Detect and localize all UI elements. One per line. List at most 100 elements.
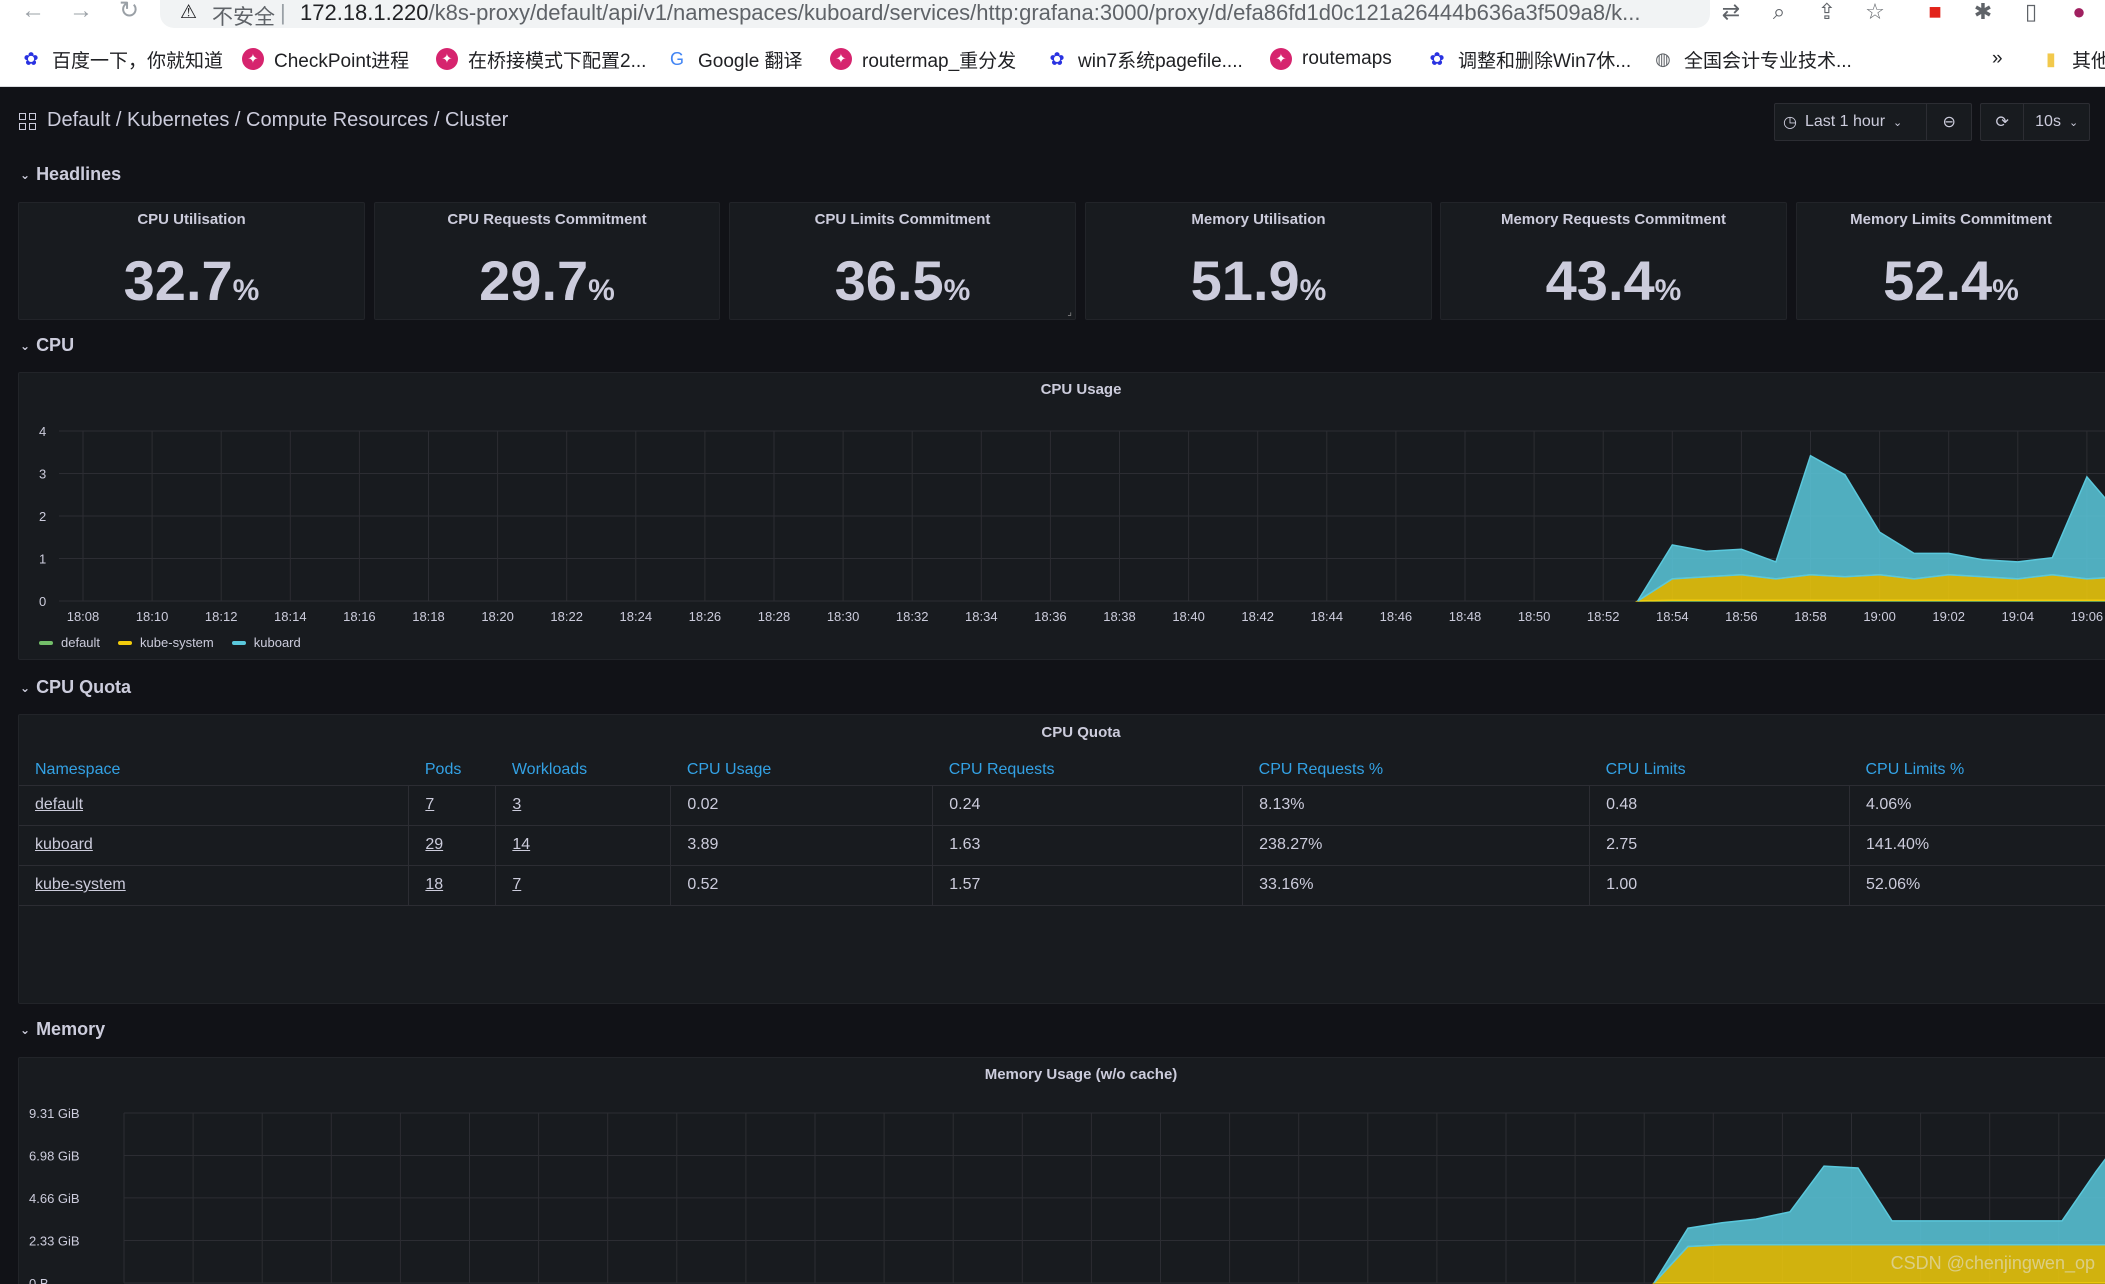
x-tick-label: 18:40 <box>1172 609 1205 624</box>
panel-title[interactable]: CPU Utilisation <box>137 211 246 228</box>
row-cpu-toggle[interactable]: ⌄ CPU <box>20 335 74 356</box>
column-header[interactable]: CPU Requests % <box>1242 755 1590 786</box>
folder-icon: ▮ <box>2046 49 2056 69</box>
warning-icon[interactable]: ⚠ <box>180 2 198 23</box>
sidepanel-icon[interactable]: ▯ <box>2024 0 2038 24</box>
stat-panel-cpu-utilisation: CPU Utilisation 32.7% <box>18 202 365 320</box>
table-cell: 0.52 <box>670 865 934 906</box>
table-row: default 7 3 0.02 0.24 8.13% 0.48 4.06% <box>19 785 2105 826</box>
extensions-icon[interactable]: ✱ <box>1973 0 1993 24</box>
share-icon[interactable]: ⇪ <box>1817 0 1837 24</box>
bookmark-label: 其他 <box>2072 50 2105 72</box>
translate-icon[interactable]: ⇄ <box>1721 0 1741 24</box>
legend-item[interactable]: default <box>39 635 100 650</box>
checkpoint-icon: ✦ <box>830 48 852 70</box>
table-cell: 1.63 <box>932 825 1244 866</box>
column-header[interactable]: Namespace <box>19 755 409 786</box>
stat-panel-memory-utilisation: Memory Utilisation 51.9% <box>1085 202 1432 320</box>
bookmark-item[interactable]: G Google 翻译 <box>666 45 803 73</box>
url-field[interactable] <box>160 0 1710 28</box>
panel-title[interactable]: CPU Requests Commitment <box>447 211 647 228</box>
workloads-link[interactable]: 7 <box>495 865 672 906</box>
stat-value: 36.5% <box>730 248 1075 313</box>
panel-title[interactable]: Memory Utilisation <box>1191 211 1326 228</box>
url-path: /k8s-proxy/default/api/v1/namespaces/kub… <box>428 0 1641 25</box>
bookmark-star-icon[interactable]: ☆ <box>1865 0 1885 24</box>
bookmark-item[interactable]: ✦ routermap_重分发 <box>830 45 1016 73</box>
bookmark-item[interactable]: ✿ win7系统pagefile.... <box>1046 45 1242 73</box>
column-header[interactable]: Workloads <box>495 755 671 786</box>
forward-icon[interactable]: → <box>69 0 93 24</box>
breadcrumb[interactable]: Default / Kubernetes / Compute Resources… <box>47 109 509 131</box>
panel-cpu-usage: CPU Usage 4 3 2 1 0 18:08 18:10 18:12 18:14 18:16… <box>18 372 2105 660</box>
column-header[interactable]: CPU Usage <box>670 755 933 786</box>
back-icon[interactable]: ← <box>21 0 45 24</box>
bookmark-item[interactable]: ✿ 调整和删除Win7休... <box>1426 45 1631 73</box>
legend-item[interactable]: kuboard <box>231 635 301 650</box>
bookmark-item[interactable]: ✦ CheckPoint进程 <box>242 45 409 73</box>
bookmarks-bar <box>0 32 2105 87</box>
table-cell: 33.16% <box>1242 865 1591 906</box>
more-bookmarks-button[interactable]: » <box>1992 45 2003 73</box>
chevron-down-icon: ⌄ <box>2068 116 2079 129</box>
bookmark-item[interactable]: ◍ 全国会计专业技术... <box>1652 45 1852 73</box>
panel-memory-usage: Memory Usage (w/o cache) 9.31 GiB 6.98 Gi… <box>18 1057 2105 1284</box>
panel-title[interactable]: CPU Usage <box>1040 381 1122 398</box>
panel-title[interactable]: Memory Requests Commitment <box>1500 211 1727 228</box>
x-tick-label: 18:20 <box>481 609 514 624</box>
column-header[interactable]: CPU Limits % <box>1849 755 2105 786</box>
x-tick-label: 18:56 <box>1725 609 1758 624</box>
table-cell: 8.13% <box>1242 785 1591 826</box>
chevron-down-icon: ⌄ <box>20 681 31 696</box>
baidu-paw-icon: ✿ <box>1429 49 1445 69</box>
avatar[interactable]: ● <box>2072 0 2086 24</box>
x-tick-label: 18:34 <box>965 609 998 624</box>
panel-title[interactable]: CPU Quota <box>1041 724 1121 741</box>
bookmark-item[interactable]: ✿ 百度一下，你就知道 <box>20 45 223 73</box>
panel-title[interactable]: CPU Limits Commitment <box>814 211 991 228</box>
baidu-paw-icon: ✿ <box>23 49 39 69</box>
refresh-interval-picker[interactable]: 10s ⌄ <box>2024 104 2089 140</box>
namespace-link[interactable]: default <box>19 785 410 826</box>
y-tick-label: 4.66 GiB <box>29 1191 80 1206</box>
time-range-picker[interactable]: ◷ Last 1 hour ⌄ <box>1775 104 1928 140</box>
bookmark-item[interactable]: ✦ 在桥接模式下配置2... <box>436 45 646 73</box>
pods-link[interactable]: 18 <box>408 865 497 906</box>
table-cell: 2.75 <box>1589 825 1850 866</box>
refresh-button[interactable]: ⟳ <box>1981 104 2025 140</box>
x-tick-label: 18:22 <box>550 609 583 624</box>
security-label[interactable]: 不安全 <box>212 6 275 29</box>
zoom-icon[interactable]: ⌕ <box>1772 0 1786 24</box>
legend-item[interactable]: kube-system <box>118 635 214 650</box>
x-tick-label: 18:16 <box>343 609 376 624</box>
panel-title[interactable]: Memory Usage (w/o cache) <box>984 1066 1178 1083</box>
workloads-link[interactable]: 3 <box>495 785 672 826</box>
bookmark-label: routemaps <box>1302 48 1392 69</box>
row-memory-toggle[interactable]: ⌄ Memory <box>20 1019 105 1040</box>
series-area-kuboard <box>1637 454 2105 602</box>
table-cell: 141.40% <box>1849 825 2105 866</box>
panel-title[interactable]: Memory Limits Commitment <box>1850 211 2052 228</box>
reload-icon[interactable]: ↻ <box>118 0 140 24</box>
stat-unit: % <box>232 274 260 307</box>
dashboards-grid-icon[interactable] <box>19 113 37 131</box>
url-text[interactable]: 172.18.1.220/k8s-proxy/default/api/v1/na… <box>300 0 1700 26</box>
column-header[interactable]: Pods <box>408 755 496 786</box>
row-cpu-quota-toggle[interactable]: ⌄ CPU Quota <box>20 677 131 698</box>
workloads-link[interactable]: 14 <box>495 825 672 866</box>
pdf-icon[interactable]: ■ <box>1928 0 1942 24</box>
y-tick-label: 6.98 GiB <box>29 1149 80 1164</box>
namespace-link[interactable]: kuboard <box>19 825 410 866</box>
zoom-out-button[interactable]: ⊖ <box>1927 104 1971 140</box>
namespace-link[interactable]: kube-system <box>19 865 410 906</box>
more-bookmarks-label: » <box>1992 48 2003 69</box>
column-header[interactable]: CPU Requests <box>932 755 1243 786</box>
row-headlines-toggle[interactable]: ⌄ Headlines <box>20 164 121 185</box>
resize-handle-icon[interactable]: ⌟ <box>1067 307 1072 318</box>
column-header[interactable]: CPU Limits <box>1589 755 1850 786</box>
other-bookmarks-folder[interactable]: ▮ 其他 <box>2040 45 2105 73</box>
pods-link[interactable]: 7 <box>408 785 497 826</box>
pods-link[interactable]: 29 <box>408 825 497 866</box>
legend-label: kube-system <box>140 635 214 650</box>
bookmark-item[interactable]: ✦ routemaps <box>1270 45 1392 73</box>
